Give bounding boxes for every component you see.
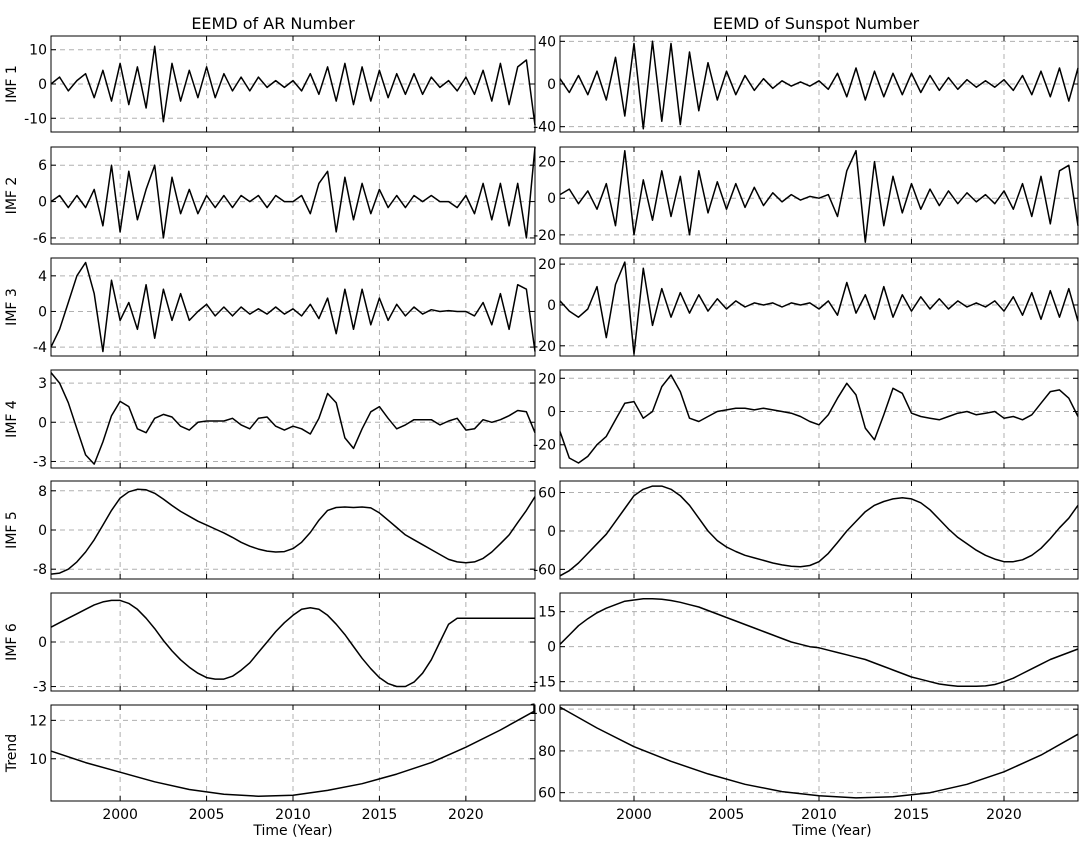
y-tick-label: 12 <box>29 713 47 729</box>
series-line <box>50 261 536 353</box>
left-panel-1: -10 0 10 IMF 1 <box>4 35 536 133</box>
series-line <box>559 149 1079 243</box>
y-tick-label: 0 <box>38 635 47 651</box>
y-axis-label: Trend <box>4 734 20 773</box>
y-tick-label: 0 <box>547 640 556 656</box>
y-tick-label: -10 <box>24 111 47 127</box>
y-tick-label: 3 <box>38 376 47 392</box>
series-line <box>50 45 536 126</box>
y-tick-label: -6 <box>33 231 47 247</box>
right-panel-1: -40 0 40 <box>533 34 1079 136</box>
series-line <box>50 488 536 575</box>
y-tick-label: 10 <box>29 43 47 59</box>
x-tick-label: 2020 <box>448 807 484 823</box>
y-axis-label: IMF 4 <box>4 400 20 438</box>
right-panel-2: -20 0 20 <box>533 146 1079 245</box>
y-tick-label: 6 <box>38 158 47 174</box>
y-tick-label: 10 <box>29 752 47 768</box>
y-tick-label: 100 <box>529 702 556 718</box>
y-tick-label: 4 <box>38 269 47 285</box>
series-line <box>50 372 536 465</box>
series-line <box>559 40 1079 130</box>
series-line <box>50 146 536 239</box>
y-tick-label: 0 <box>38 77 47 93</box>
y-tick-label: 60 <box>538 486 556 502</box>
y-tick-label: 0 <box>547 298 556 314</box>
x-tick-label: 2005 <box>709 807 745 823</box>
series-line <box>559 706 1079 799</box>
left-column-title: EEMD of AR Number <box>191 14 355 33</box>
right-panel-3: -20 0 20 <box>533 257 1079 357</box>
right-panel-6: -15 0 15 <box>533 592 1079 692</box>
x-tick-label: 2010 <box>801 807 837 823</box>
y-tick-label: 0 <box>547 524 556 540</box>
y-tick-label: 8 <box>38 484 47 500</box>
right-panel-4: -20 0 20 <box>533 369 1079 469</box>
y-tick-label: -60 <box>533 562 556 578</box>
y-tick-label: -4 <box>33 340 47 356</box>
series-line <box>559 374 1079 464</box>
y-tick-label: 0 <box>547 405 556 421</box>
y-axis-label: IMF 6 <box>4 623 20 661</box>
y-tick-label: 0 <box>38 523 47 539</box>
y-tick-label: -20 <box>533 339 556 355</box>
y-tick-label: 20 <box>538 155 556 171</box>
series-line <box>559 261 1079 355</box>
x-tick-label: 2020 <box>986 807 1022 823</box>
right-x-axis-label: Time (Year) <box>791 823 871 839</box>
y-tick-label: 0 <box>547 191 556 207</box>
right-panel-5: -60 0 60 <box>533 480 1079 580</box>
x-tick-label: 2000 <box>616 807 652 823</box>
x-tick-label: 2015 <box>362 807 398 823</box>
y-tick-label: 0 <box>38 195 47 211</box>
right-column-title: EEMD of Sunspot Number <box>713 14 920 33</box>
x-tick-label: 2005 <box>189 807 225 823</box>
x-tick-label: 2000 <box>102 807 138 823</box>
y-axis-label: IMF 1 <box>4 65 20 103</box>
y-tick-label: 40 <box>538 34 556 50</box>
series-line <box>50 710 536 797</box>
y-tick-label: 15 <box>538 605 556 621</box>
left-panel-3: -4 0 4 IMF 3 <box>4 257 536 357</box>
y-tick-label: 0 <box>38 415 47 431</box>
y-axis-label: IMF 5 <box>4 511 20 549</box>
left-panel-7: 10 12 2000 2005 2010 2015 2020 Trend <box>4 704 536 823</box>
left-x-axis-label: Time (Year) <box>252 823 332 839</box>
y-tick-label: -3 <box>33 680 47 696</box>
y-tick-label: 60 <box>538 786 556 802</box>
y-tick-label: 20 <box>538 257 556 273</box>
y-tick-label: 80 <box>538 744 556 760</box>
series-line <box>50 599 535 688</box>
y-tick-label: 0 <box>547 77 556 93</box>
left-panel-2: -6 0 6 IMF 2 <box>4 146 536 247</box>
left-panel-5: -8 0 8 IMF 5 <box>4 480 536 580</box>
right-panel-7: 60 80 100 2000 2005 2010 2015 2020 <box>529 702 1079 823</box>
series-line <box>559 485 1079 577</box>
y-tick-label: -40 <box>533 120 556 136</box>
y-tick-label: 0 <box>38 304 47 320</box>
y-tick-label: -3 <box>33 454 47 470</box>
y-tick-label: -20 <box>533 438 556 454</box>
left-panel-4: -3 0 3 IMF 4 <box>4 369 536 470</box>
y-tick-label: -20 <box>533 228 556 244</box>
y-tick-label: -8 <box>33 562 47 578</box>
y-axis-label: IMF 3 <box>4 288 20 326</box>
x-tick-label: 2010 <box>275 807 311 823</box>
left-panel-6: -3 0 IMF 6 <box>4 592 536 696</box>
y-axis-label: IMF 2 <box>4 177 20 215</box>
y-tick-label: -15 <box>533 675 556 691</box>
x-tick-label: 2015 <box>894 807 930 823</box>
y-tick-label: 20 <box>538 371 556 387</box>
series-line <box>559 598 1079 688</box>
